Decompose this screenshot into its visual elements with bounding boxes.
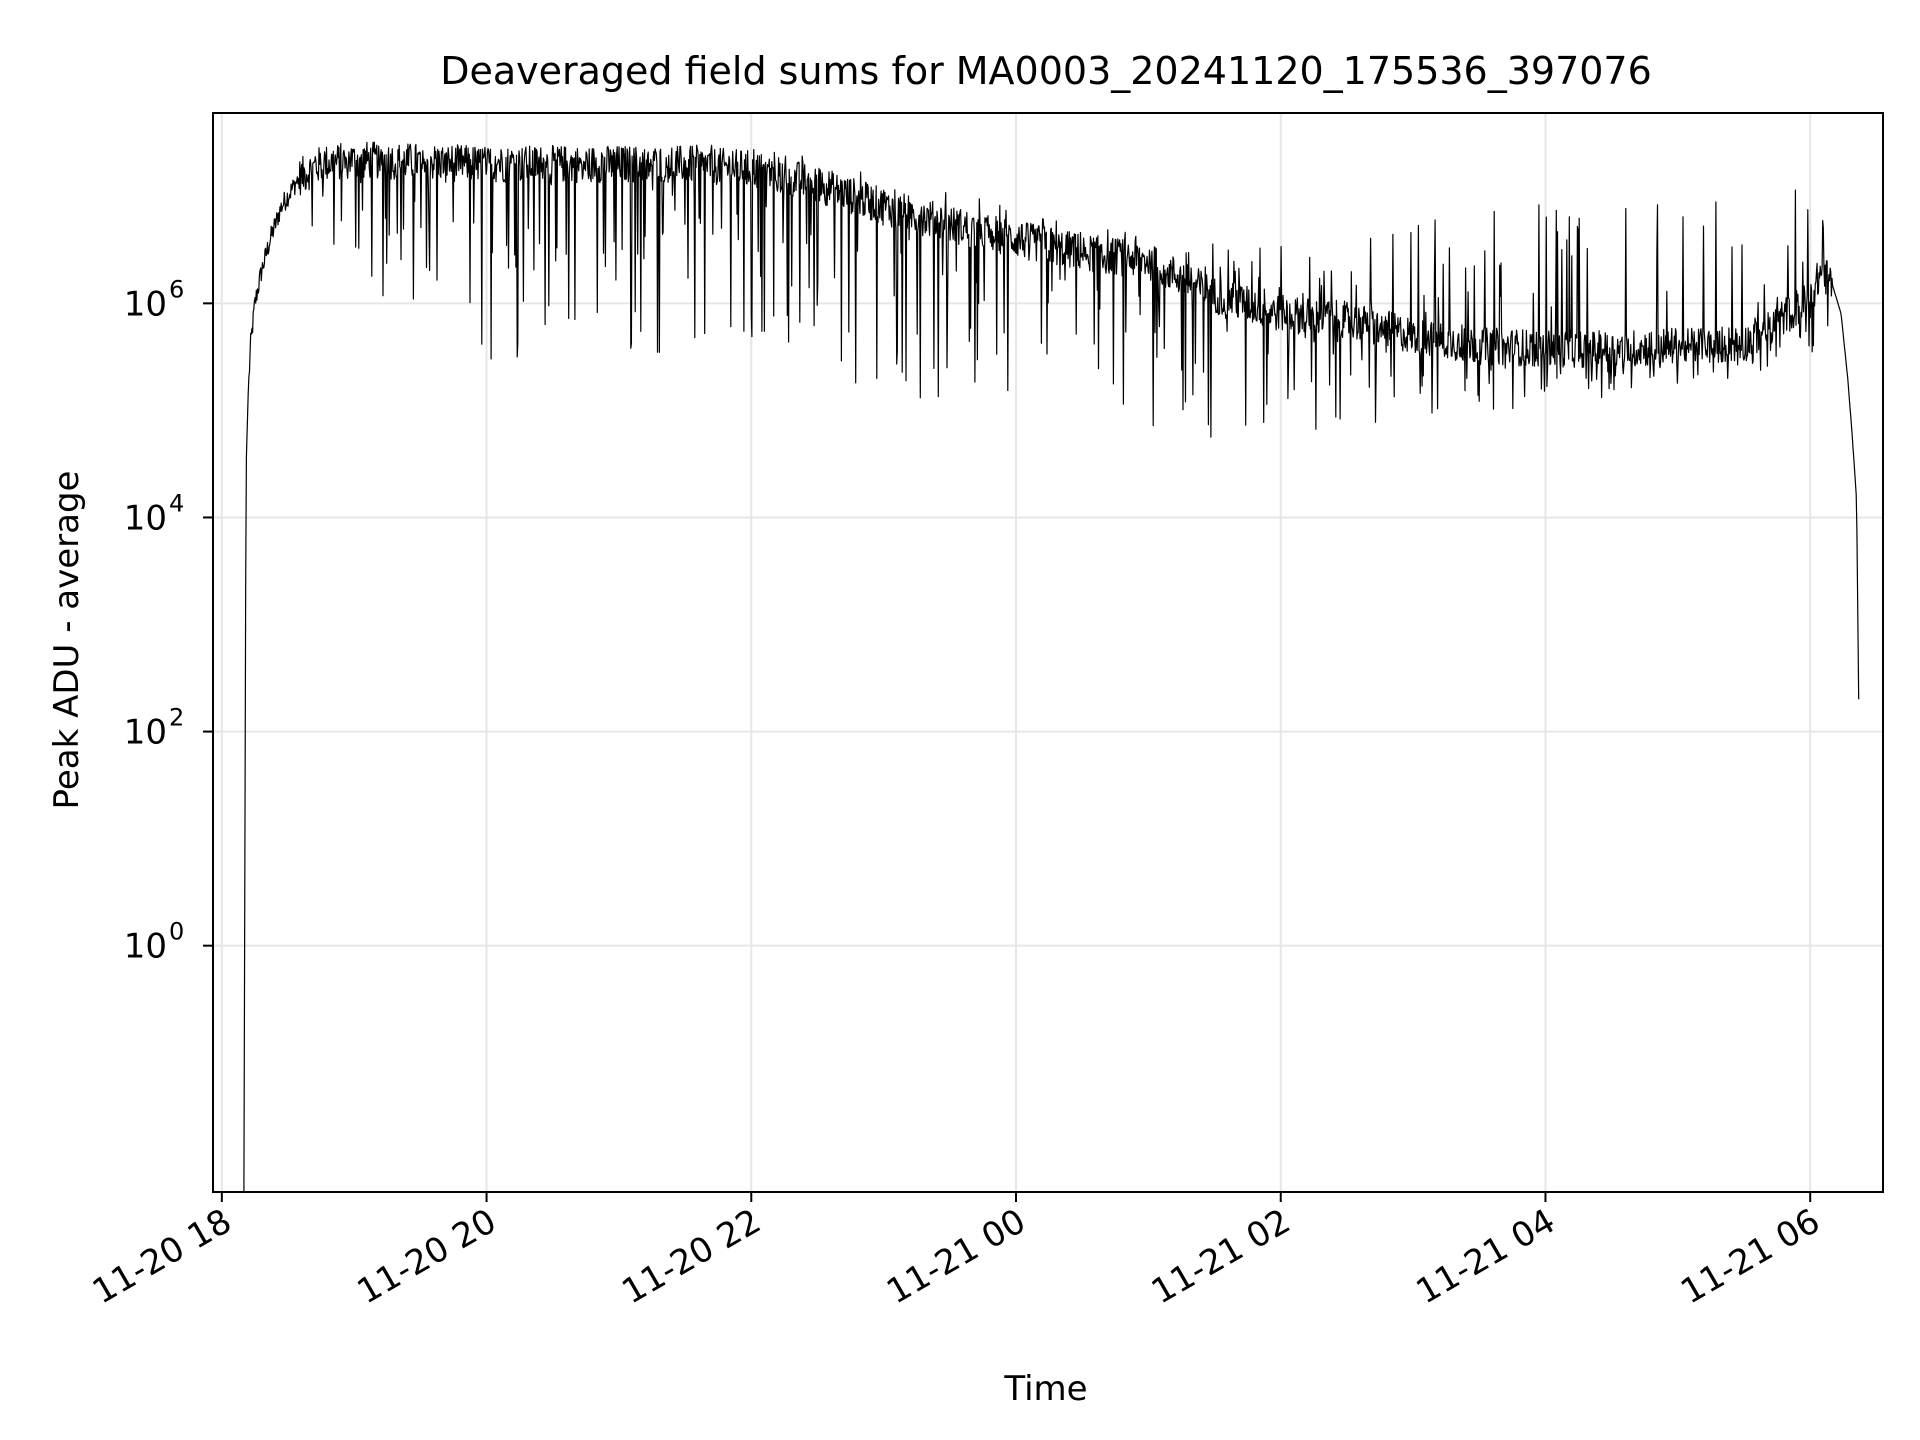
y-tick-label: 10 [124,498,167,538]
plot-frame [212,112,1884,1193]
y-tick-label: 10 [124,284,167,324]
x-axis-label: Time [1003,1369,1087,1409]
chart-title: Deaveraged field sums for MA0003_2024112… [440,49,1652,93]
y-tick-exponent: 0 [169,918,184,946]
y-tick-exponent: 2 [169,704,184,732]
y-tick-exponent: 6 [169,275,184,303]
y-axis-label: Peak ADU - average [47,471,87,810]
y-tick-exponent: 4 [169,489,184,517]
series-line [243,141,1860,1193]
series-polyline [243,141,1860,1193]
y-tick-label: 10 [124,927,167,967]
y-tick-label: 10 [124,713,167,753]
